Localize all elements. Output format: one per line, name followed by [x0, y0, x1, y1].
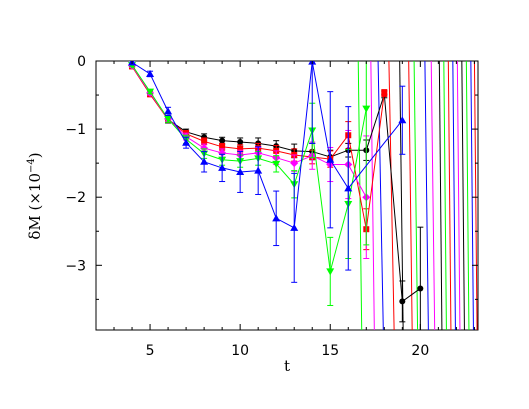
x-axis-label: t — [284, 357, 290, 375]
series-line — [131, 61, 403, 229]
plot-frame — [95, 60, 479, 331]
y-axis-label: δM (×10−4) — [26, 152, 44, 239]
data-point — [326, 268, 335, 276]
data-point — [236, 168, 245, 176]
divergent-line — [452, 61, 456, 330]
data-point — [344, 184, 353, 192]
data-point — [272, 160, 281, 168]
data-point — [218, 148, 227, 157]
data-point — [398, 116, 407, 124]
data-point — [219, 143, 226, 150]
data-point — [290, 223, 299, 231]
data-layer — [128, 61, 478, 330]
data-point — [417, 285, 424, 292]
divergent-line — [465, 61, 470, 330]
y-axis-label-exponent: −4 — [26, 158, 37, 173]
y-axis-label-group: δM (×10−4) — [26, 152, 44, 239]
divergent-line — [456, 61, 461, 330]
data-point — [201, 138, 208, 145]
divergent-line — [388, 61, 395, 330]
divergent-line — [413, 61, 419, 330]
data-point — [381, 90, 388, 97]
data-point — [164, 107, 173, 115]
data-point — [272, 214, 281, 222]
divergent-line — [408, 61, 413, 330]
y-axis-label-close: ) — [26, 152, 44, 158]
series-line — [131, 64, 367, 272]
y-axis-label-main: δM (×10 — [26, 173, 44, 240]
x-tick-label: 20 — [411, 343, 429, 359]
data-point — [218, 163, 227, 171]
data-point — [237, 145, 244, 152]
divergent-line — [473, 61, 478, 330]
divergent-line — [424, 61, 429, 330]
data-point — [164, 115, 173, 123]
data-point — [326, 155, 335, 163]
data-point — [182, 138, 191, 146]
series-line — [131, 65, 367, 198]
x-tick-label: 15 — [321, 343, 339, 359]
y-tick-label: −1 — [65, 122, 86, 138]
divergent-line — [470, 61, 474, 330]
data-point — [290, 159, 299, 168]
axes-layer: 5 10 15 20 0 −1 −2 −3 — [65, 54, 478, 359]
data-point — [399, 298, 406, 305]
data-point — [219, 137, 226, 144]
divergent-line — [443, 61, 447, 330]
data-point — [146, 69, 155, 77]
divergent-line — [461, 61, 465, 330]
x-tick-label: 10 — [231, 343, 249, 359]
divergent-line — [438, 61, 443, 330]
data-point — [200, 157, 209, 165]
divergent-line — [377, 61, 384, 330]
divergent-line — [447, 61, 452, 330]
y-tick-label: −2 — [65, 190, 86, 206]
divergent-line — [430, 61, 436, 330]
data-point — [200, 144, 209, 153]
series-line — [131, 65, 421, 303]
data-point — [146, 88, 155, 96]
y-tick-label: 0 — [77, 54, 86, 70]
x-tick-label: 5 — [146, 343, 155, 359]
data-point — [254, 166, 263, 174]
y-tick-label: −3 — [65, 258, 86, 274]
data-point — [237, 139, 244, 146]
data-point — [362, 105, 371, 113]
divergent-line — [370, 61, 375, 330]
